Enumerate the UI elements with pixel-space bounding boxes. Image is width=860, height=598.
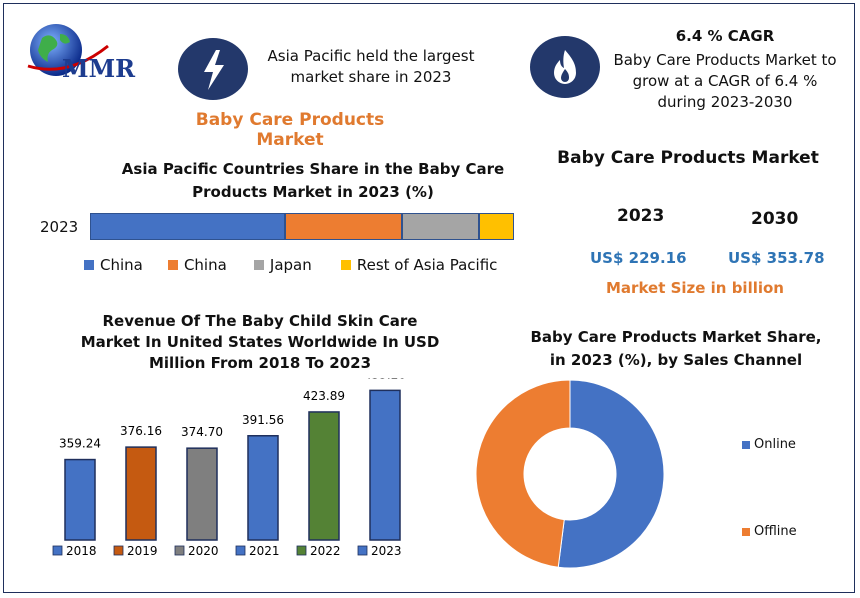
revenue-legend-swatch-2023 xyxy=(357,545,368,556)
revenue-bar-label-2022: 423.89 xyxy=(303,389,345,403)
legend-label-china: China xyxy=(100,255,143,274)
revenue-legend-label-2020: 2020 xyxy=(188,544,219,558)
legend-swatch-japan xyxy=(253,260,264,270)
brand-name: MMR xyxy=(62,54,136,83)
revenue-bar-2018 xyxy=(64,458,96,541)
insight-text: Asia Pacific held the largest market sha… xyxy=(267,47,475,86)
revenue-legend-swatch-2021 xyxy=(235,545,246,556)
legend-swatch-online xyxy=(742,440,750,449)
revenue-bar-label-2021: 391.56 xyxy=(242,413,284,427)
market-title: Baby Care Products Market xyxy=(195,110,385,150)
revenue-legend-label-2021: 2021 xyxy=(249,544,280,558)
donut-slice-offline xyxy=(475,379,571,568)
legend-label-china-2: China xyxy=(183,255,227,274)
sales-channel-donut xyxy=(475,379,665,569)
revenue-bar-label-2020: 374.70 xyxy=(181,425,223,439)
stack-segment-3 xyxy=(479,213,514,240)
revenue-legend-label-2019: 2019 xyxy=(127,544,158,558)
legend-swatch-china-2 xyxy=(167,260,178,270)
revenue-bar-2019 xyxy=(125,446,157,541)
globe-icon xyxy=(27,24,109,76)
revenue-bar-label-2019: 376.16 xyxy=(120,424,162,438)
market-size-caption: Market Size in billion xyxy=(606,279,784,297)
chart1-title: Asia Pacific Countries Share in the Baby… xyxy=(121,160,505,201)
revenue-bar-2020 xyxy=(186,447,218,541)
market-size-value2: US$ 353.78 xyxy=(728,249,825,267)
revenue-legend-swatch-2022 xyxy=(296,545,307,556)
market-size-year2: 2030 xyxy=(751,209,799,229)
brand-logo: MMR xyxy=(22,20,167,90)
lightning-icon-circle xyxy=(178,38,248,100)
flame-icon xyxy=(554,50,576,84)
revenue-bar-label-2018: 359.24 xyxy=(59,437,101,451)
donut-legend-offline: Offline xyxy=(742,524,797,539)
revenue-legend-label-2018: 2018 xyxy=(66,544,97,558)
revenue-legend-swatch-2019 xyxy=(113,545,124,556)
legend-item-rest: Rest of Asia Pacific xyxy=(340,255,498,274)
legend-item-japan: Japan xyxy=(253,255,312,274)
stack-segment-2 xyxy=(401,213,480,240)
stack-segment-1 xyxy=(284,213,402,240)
lightning-icon xyxy=(204,50,224,90)
market-size-year1: 2023 xyxy=(617,206,665,226)
stack-segment-0 xyxy=(90,213,285,240)
market-size-title: Baby Care Products Market xyxy=(557,148,819,168)
revenue-legend-label-2023: 2023 xyxy=(371,544,402,558)
stacked-bar xyxy=(90,213,514,240)
chart3-title: Baby Care Products Market Share, in 2023… xyxy=(530,328,822,369)
chart1-category-label: 2023 xyxy=(40,218,79,236)
revenue-bar-2021 xyxy=(247,435,279,541)
chart1-legend: China China Japan Rest of Asia Pacific xyxy=(84,254,524,274)
revenue-legend-swatch-2020 xyxy=(174,545,185,556)
legend-label-japan: Japan xyxy=(269,255,312,274)
cagr-text: Baby Care Products Market to grow at a C… xyxy=(613,51,837,111)
revenue-bar-2022 xyxy=(308,411,340,541)
legend-label-online: Online xyxy=(754,437,796,452)
revenue-chart: 359.24 2018 376.16 2019 374.70 2020 391.56 2021… xyxy=(52,378,406,558)
legend-swatch-rest xyxy=(340,260,351,270)
donut-slice-online xyxy=(557,379,665,569)
revenue-legend-swatch-2018 xyxy=(52,545,63,556)
chart2-title: Revenue Of The Baby Child Skin Care Mark… xyxy=(80,312,440,372)
legend-label-rest: Rest of Asia Pacific xyxy=(356,255,498,274)
legend-label-offline: Offline xyxy=(754,524,797,539)
legend-item-china: China xyxy=(84,256,143,274)
infographic-frame xyxy=(3,3,855,593)
cagr-title: 6.4 % CAGR xyxy=(675,27,775,45)
legend-swatch-china xyxy=(84,260,94,270)
revenue-legend-label-2022: 2022 xyxy=(310,544,341,558)
flame-icon-circle xyxy=(530,36,600,98)
donut-legend-online: Online xyxy=(742,437,796,452)
legend-item-china-2: China xyxy=(167,255,227,274)
revenue-bar-label-2023: 453.20 xyxy=(364,378,406,381)
market-size-value1: US$ 229.16 xyxy=(590,249,687,267)
legend-swatch-offline xyxy=(742,527,750,536)
revenue-bar-2023 xyxy=(369,389,401,541)
